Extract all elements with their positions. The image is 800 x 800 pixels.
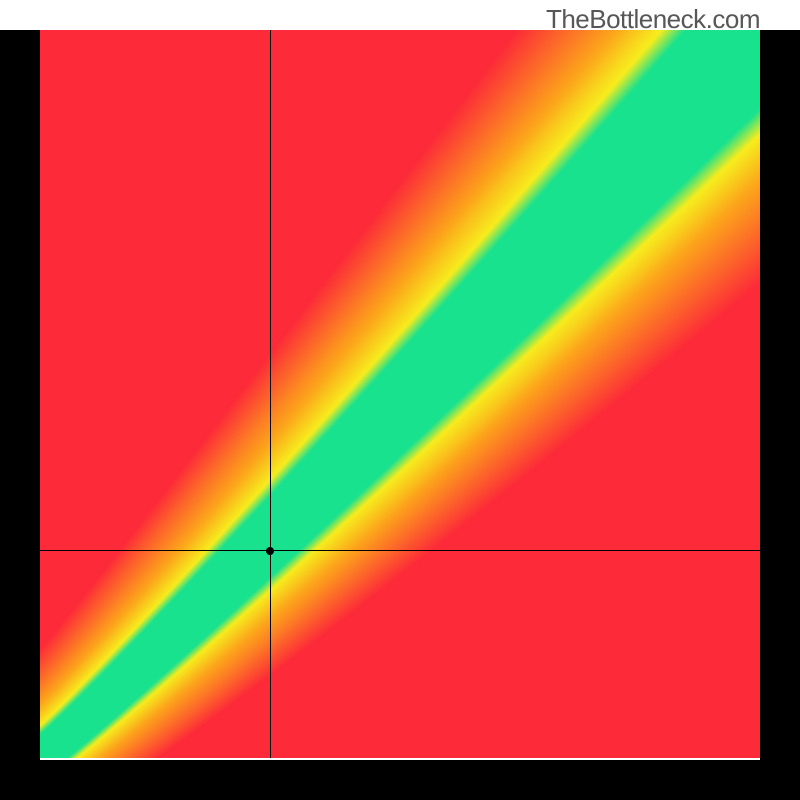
crosshair-point bbox=[266, 547, 274, 555]
crosshair-vertical-line bbox=[270, 30, 271, 758]
bottleneck-heatmap bbox=[40, 30, 760, 758]
crosshair-horizontal-line bbox=[40, 550, 760, 551]
